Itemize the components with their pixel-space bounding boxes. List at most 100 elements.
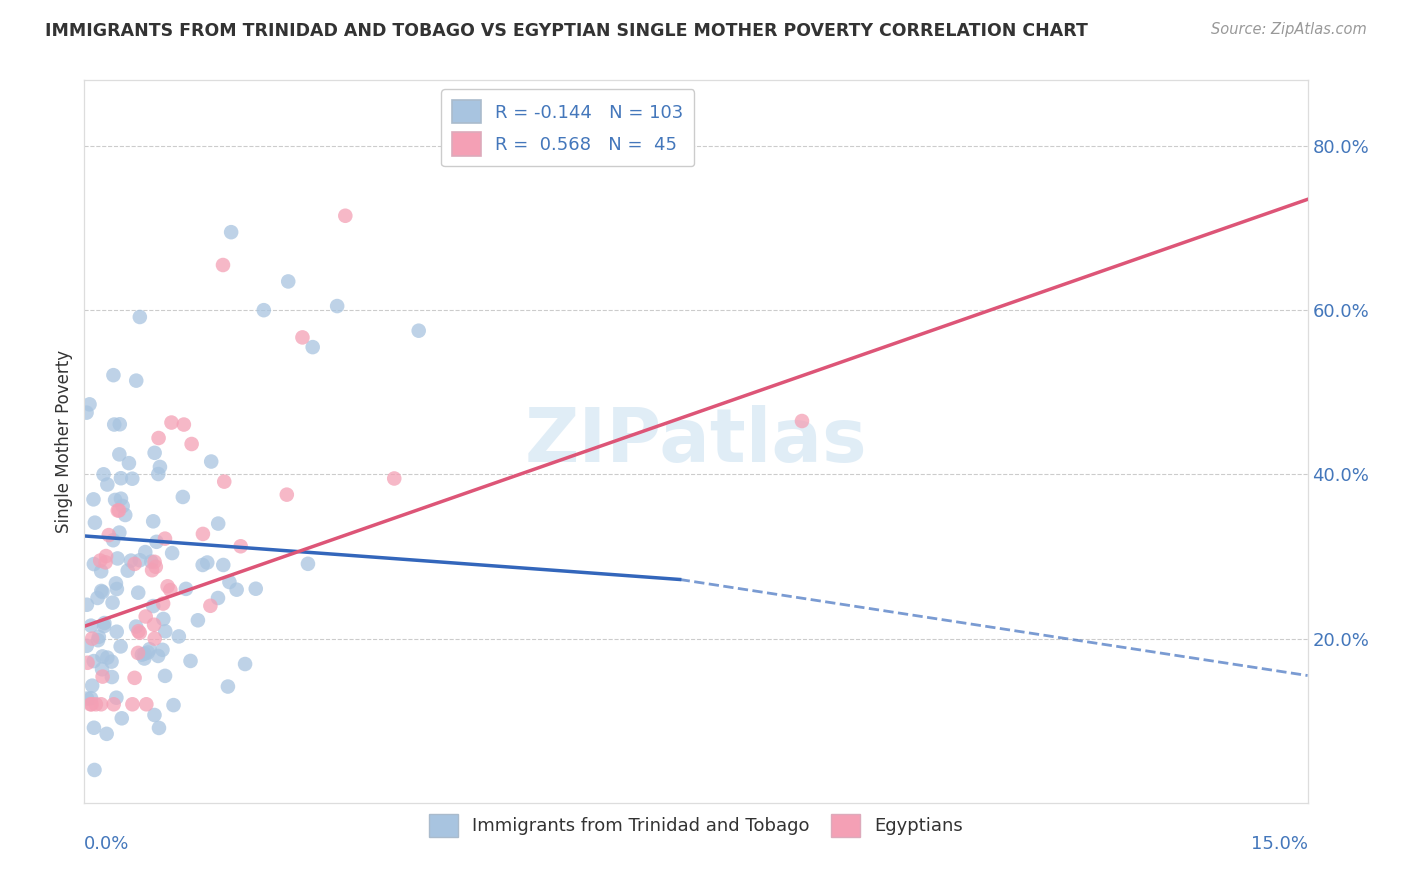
- Point: [187, 613, 209, 627]
- Point: [93, 619, 115, 633]
- Point: [160, 546, 183, 560]
- Point: [191, 527, 214, 541]
- Point: [91, 662, 114, 676]
- Point: [121, 472, 143, 486]
- Point: [179, 654, 201, 668]
- Point: [134, 545, 156, 559]
- Point: [76, 406, 98, 420]
- Point: [180, 437, 202, 451]
- Point: [152, 612, 174, 626]
- Point: [96, 477, 118, 491]
- Point: [80, 698, 103, 712]
- Point: [225, 582, 247, 597]
- Point: [105, 582, 128, 596]
- Legend: Immigrants from Trinidad and Tobago, Egyptians: Immigrants from Trinidad and Tobago, Egy…: [422, 806, 970, 845]
- Point: [94, 549, 117, 563]
- Point: [104, 492, 127, 507]
- Point: [207, 516, 229, 531]
- Point: [105, 624, 128, 639]
- Point: [80, 691, 103, 706]
- Point: [160, 416, 183, 430]
- Point: [382, 471, 405, 485]
- Point: [90, 565, 112, 579]
- Point: [162, 698, 184, 712]
- Point: [155, 624, 177, 639]
- Point: [104, 576, 127, 591]
- Point: [79, 397, 101, 411]
- Point: [93, 615, 115, 630]
- Point: [128, 625, 150, 640]
- Point: [90, 583, 112, 598]
- Point: [87, 633, 110, 648]
- Point: [233, 657, 256, 671]
- Point: [83, 557, 105, 571]
- Point: [277, 275, 299, 289]
- Point: [91, 649, 114, 664]
- Point: [148, 431, 170, 445]
- Point: [217, 680, 239, 694]
- Point: [117, 564, 139, 578]
- Point: [83, 516, 105, 530]
- Point: [127, 646, 149, 660]
- Point: [107, 503, 129, 517]
- Point: [790, 414, 813, 428]
- Point: [82, 492, 104, 507]
- Point: [103, 417, 125, 432]
- Point: [82, 632, 104, 646]
- Point: [297, 557, 319, 571]
- Point: [229, 539, 252, 553]
- Point: [76, 639, 98, 653]
- Point: [89, 553, 111, 567]
- Point: [200, 599, 222, 613]
- Point: [94, 555, 117, 569]
- Point: [93, 467, 115, 482]
- Point: [101, 670, 124, 684]
- Point: [127, 585, 149, 599]
- Point: [96, 727, 118, 741]
- Point: [191, 558, 214, 572]
- Point: [114, 508, 136, 522]
- Text: 0.0%: 0.0%: [84, 835, 129, 854]
- Point: [124, 671, 146, 685]
- Point: [90, 698, 112, 712]
- Point: [212, 558, 235, 572]
- Text: 15.0%: 15.0%: [1250, 835, 1308, 854]
- Point: [96, 650, 118, 665]
- Point: [103, 533, 125, 548]
- Point: [111, 499, 134, 513]
- Point: [408, 324, 430, 338]
- Point: [87, 630, 110, 644]
- Point: [200, 454, 222, 468]
- Point: [276, 488, 298, 502]
- Point: [121, 698, 143, 712]
- Point: [76, 656, 98, 670]
- Point: [83, 721, 105, 735]
- Point: [142, 599, 165, 613]
- Point: [76, 691, 98, 706]
- Point: [142, 514, 165, 528]
- Point: [97, 528, 120, 542]
- Point: [245, 582, 267, 596]
- Point: [173, 417, 195, 432]
- Point: [108, 447, 131, 461]
- Point: [195, 556, 218, 570]
- Text: ZIPatlas: ZIPatlas: [524, 405, 868, 478]
- Point: [145, 534, 167, 549]
- Point: [218, 575, 240, 590]
- Point: [105, 690, 128, 705]
- Point: [219, 225, 242, 239]
- Point: [120, 553, 142, 567]
- Point: [291, 330, 314, 344]
- Point: [82, 679, 104, 693]
- Point: [156, 579, 179, 593]
- Point: [143, 446, 166, 460]
- Point: [136, 645, 159, 659]
- Point: [103, 698, 125, 712]
- Point: [86, 591, 108, 605]
- Point: [135, 609, 157, 624]
- Point: [143, 632, 166, 646]
- Point: [108, 503, 131, 517]
- Point: [172, 490, 194, 504]
- Point: [145, 559, 167, 574]
- Point: [174, 582, 197, 596]
